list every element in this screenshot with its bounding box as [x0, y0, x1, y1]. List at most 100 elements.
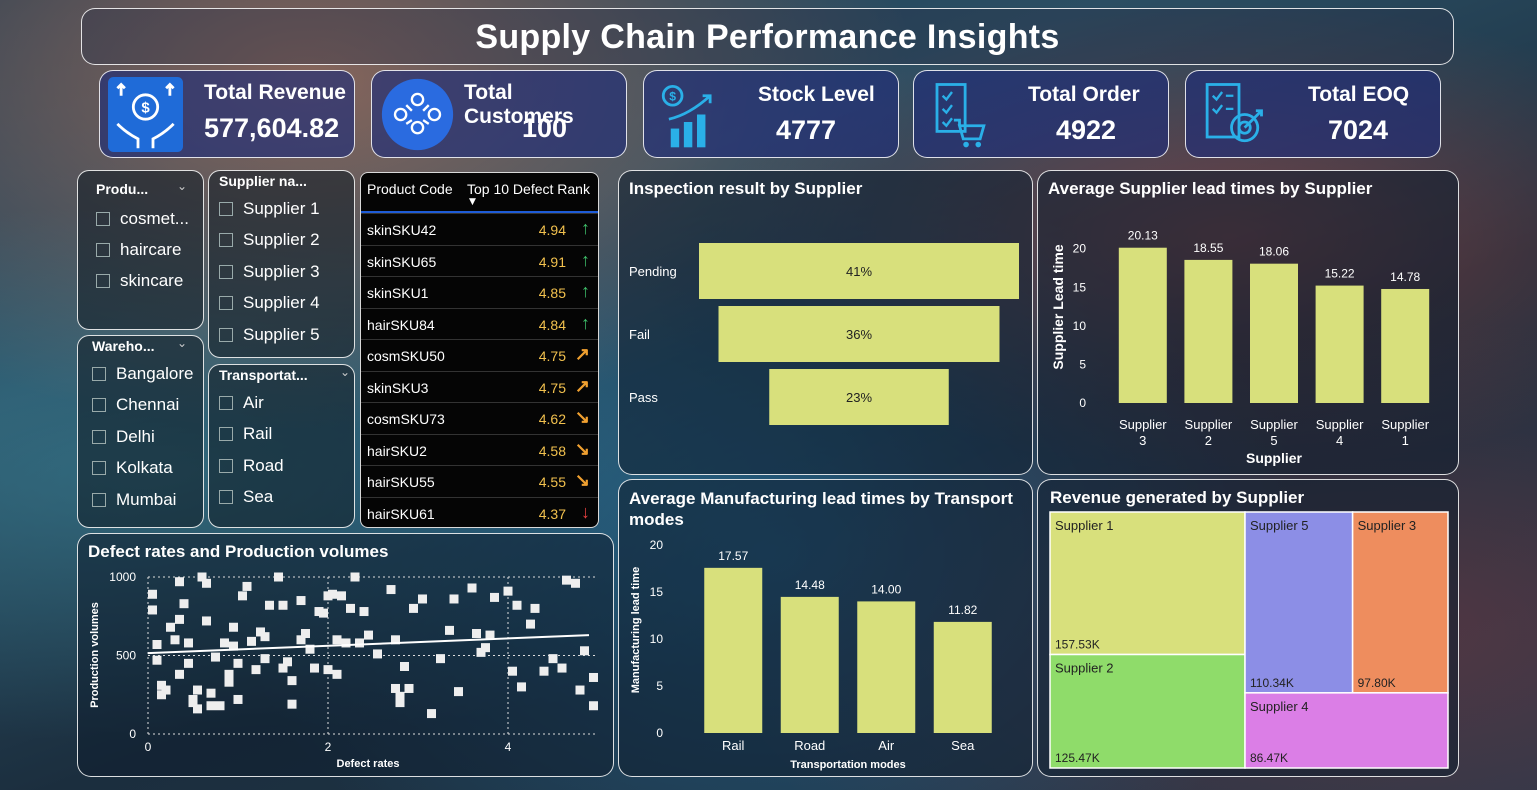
- slicer-option[interactable]: cosmet...: [96, 209, 189, 229]
- table-row[interactable]: cosmSKU73 4.62 ↘: [361, 402, 598, 434]
- warehouse-slicer[interactable]: Wareho... ⌄ Bangalore Chennai Delhi Kolk…: [77, 335, 204, 528]
- scatter-point: [391, 683, 400, 693]
- sort-desc-icon[interactable]: ▼: [469, 197, 476, 207]
- slicer-option[interactable]: Sea: [219, 487, 273, 507]
- column-header[interactable]: Top 10 Defect Rank: [467, 181, 590, 197]
- treemap-tile-value: 110.34K: [1250, 676, 1294, 690]
- scatter-point: [251, 665, 261, 675]
- revenue-treemap-panel: Revenue generated by Supplier Supplier 1…: [1037, 479, 1459, 777]
- x-tick-label: Rail: [722, 738, 745, 753]
- checkbox[interactable]: [219, 427, 233, 441]
- bar[interactable]: [857, 601, 916, 733]
- table-row[interactable]: skinSKU3 4.75 ↗: [361, 370, 598, 403]
- table-row[interactable]: cosmSKU50 4.75 ↗: [361, 339, 598, 371]
- table-row[interactable]: skinSKU1 4.85 ↑: [361, 276, 598, 308]
- slicer-option[interactable]: Mumbai: [92, 490, 176, 510]
- bar[interactable]: [1250, 263, 1298, 403]
- treemap-tile-value: 86.47K: [1250, 751, 1288, 765]
- checkbox[interactable]: [219, 296, 233, 310]
- slicer-option[interactable]: Kolkata: [92, 458, 173, 478]
- manufacturing-lead-bar-chart[interactable]: 0 5 10 15 20 17.57 Rail 14.48 Road 14.00 Air 11.82 S…: [619, 480, 1032, 776]
- slicer-option[interactable]: Rail: [219, 424, 272, 444]
- funnel-bar[interactable]: [718, 306, 1000, 362]
- scatter-point: [179, 599, 189, 609]
- y-tick-label: 20: [650, 538, 664, 552]
- x-axis-label: Supplier: [1246, 450, 1303, 466]
- supplier-slicer[interactable]: Supplier na... Supplier 1 Supplier 2 Sup…: [208, 170, 355, 358]
- slicer-option[interactable]: Delhi: [92, 427, 155, 447]
- checkbox[interactable]: [96, 212, 110, 226]
- chevron-down-icon[interactable]: ⌄: [176, 336, 187, 350]
- bar[interactable]: [1381, 288, 1430, 403]
- table-row[interactable]: skinSKU42 4.94 ↑: [361, 213, 598, 245]
- checkbox[interactable]: [219, 459, 233, 473]
- checkbox[interactable]: [92, 430, 106, 444]
- bar[interactable]: [1118, 247, 1167, 403]
- scatter-point: [530, 603, 540, 613]
- chevron-down-icon[interactable]: ⌄: [176, 179, 187, 193]
- scatter-point: [517, 682, 526, 692]
- checkbox[interactable]: [219, 233, 233, 247]
- table-row[interactable]: skinSKU65 4.91 ↑: [361, 244, 598, 277]
- kpi-card-total-order[interactable]: Total Order 4922: [913, 70, 1169, 158]
- checkbox[interactable]: [219, 396, 233, 410]
- checkbox[interactable]: [92, 398, 106, 412]
- defect-scatter-chart[interactable]: 0 500 1000 0 2 4 Defect rates Production volume…: [78, 534, 613, 776]
- scatter-point: [224, 677, 234, 687]
- bar[interactable]: [1315, 285, 1364, 403]
- bar[interactable]: [1184, 259, 1233, 403]
- revenue-treemap[interactable]: Supplier 1 157.53K Supplier 2 125.47K Suppli…: [1038, 480, 1458, 776]
- checkbox[interactable]: [219, 265, 233, 279]
- defect-rank-table[interactable]: Product Code Top 10 Defect Rank ▼ skinSK…: [360, 172, 599, 528]
- checkbox[interactable]: [219, 328, 233, 342]
- kpi-card-total-eoq[interactable]: Total EOQ 7024: [1185, 70, 1441, 158]
- slicer-option[interactable]: skincare: [96, 271, 183, 291]
- kpi-card-stock-level[interactable]: $ Stock Level 4777: [643, 70, 899, 158]
- slicer-option[interactable]: Supplier 5: [219, 325, 320, 345]
- bar[interactable]: [780, 596, 839, 733]
- scatter-point: [445, 625, 454, 635]
- scatter-point: [449, 594, 459, 604]
- supplier-lead-bar-chart[interactable]: 0510152020.13Supplier318.55Supplier218.0…: [1038, 171, 1458, 474]
- bar-data-label: 18.06: [1259, 245, 1289, 259]
- slicer-option[interactable]: Road: [219, 456, 284, 476]
- column-header[interactable]: Product Code: [367, 181, 453, 197]
- slicer-option[interactable]: Bangalore: [92, 364, 194, 384]
- checkbox[interactable]: [92, 493, 106, 507]
- treemap-tile-value: 97.80K: [1358, 676, 1396, 690]
- scatter-point: [341, 638, 351, 648]
- checkbox[interactable]: [96, 274, 110, 288]
- slicer-option[interactable]: Supplier 2: [219, 230, 320, 250]
- table-row[interactable]: hairSKU84 4.84 ↑: [361, 307, 598, 340]
- y-tick-label: 5: [1079, 357, 1086, 371]
- funnel-bar[interactable]: [699, 243, 1019, 299]
- bar-data-label: 15.22: [1325, 267, 1355, 281]
- slicer-option[interactable]: Supplier 4: [219, 293, 320, 313]
- transport-slicer[interactable]: Transportat... ⌄ Air Rail Road Sea: [208, 364, 355, 528]
- slicer-option[interactable]: Chennai: [92, 395, 179, 415]
- bar[interactable]: [933, 621, 992, 733]
- y-tick-label: 5: [656, 679, 663, 693]
- checkbox[interactable]: [92, 461, 106, 475]
- table-row[interactable]: hairSKU55 4.55 ↘: [361, 465, 598, 497]
- kpi-card-total-customers[interactable]: Total Customers 100: [371, 70, 627, 158]
- supplier-lead-panel: Average Supplier lead times by Supplier …: [1037, 170, 1459, 475]
- slicer-option[interactable]: haircare: [96, 240, 181, 260]
- product-slicer[interactable]: Produ... ⌄ cosmet... haircare skincare: [77, 170, 204, 330]
- bar[interactable]: [704, 567, 763, 733]
- scatter-point: [296, 596, 306, 606]
- checkbox[interactable]: [92, 367, 106, 381]
- table-row[interactable]: hairSKU61 4.37 ↓: [361, 496, 598, 528]
- funnel-category-label: Fail: [629, 327, 650, 342]
- funnel-chart[interactable]: Pending 41% Fail 36% Pass 23%: [619, 171, 1032, 474]
- checkbox[interactable]: [219, 202, 233, 216]
- slicer-option[interactable]: Supplier 1: [219, 199, 320, 219]
- slicer-option[interactable]: Air: [219, 393, 264, 413]
- chevron-down-icon[interactable]: ⌄: [339, 365, 350, 379]
- checkbox[interactable]: [219, 490, 233, 504]
- funnel-bar[interactable]: [769, 369, 949, 425]
- kpi-card-total-revenue[interactable]: $ Total Revenue 577,604.82: [99, 70, 355, 158]
- table-row[interactable]: hairSKU2 4.58 ↘: [361, 433, 598, 466]
- slicer-option[interactable]: Supplier 3: [219, 262, 320, 282]
- checkbox[interactable]: [96, 243, 110, 257]
